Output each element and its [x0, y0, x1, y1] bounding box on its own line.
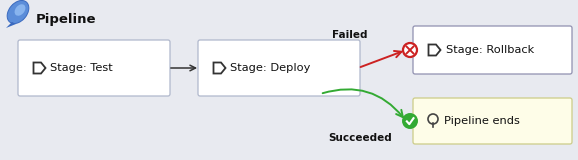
FancyBboxPatch shape: [413, 26, 572, 74]
Text: Stage: Rollback: Stage: Rollback: [446, 45, 533, 55]
FancyArrowPatch shape: [323, 89, 403, 117]
Text: Pipeline: Pipeline: [36, 13, 97, 26]
Text: Stage: Test: Stage: Test: [50, 63, 113, 73]
Text: Stage: Deploy: Stage: Deploy: [231, 63, 311, 73]
FancyBboxPatch shape: [413, 98, 572, 144]
Ellipse shape: [7, 0, 29, 24]
Circle shape: [403, 43, 417, 57]
Polygon shape: [6, 22, 16, 28]
Text: Pipeline ends: Pipeline ends: [444, 116, 520, 126]
Ellipse shape: [14, 4, 25, 16]
Text: Failed: Failed: [332, 30, 368, 40]
Text: Succeeded: Succeeded: [328, 133, 392, 143]
Circle shape: [403, 114, 417, 128]
FancyBboxPatch shape: [18, 40, 170, 96]
FancyBboxPatch shape: [198, 40, 360, 96]
